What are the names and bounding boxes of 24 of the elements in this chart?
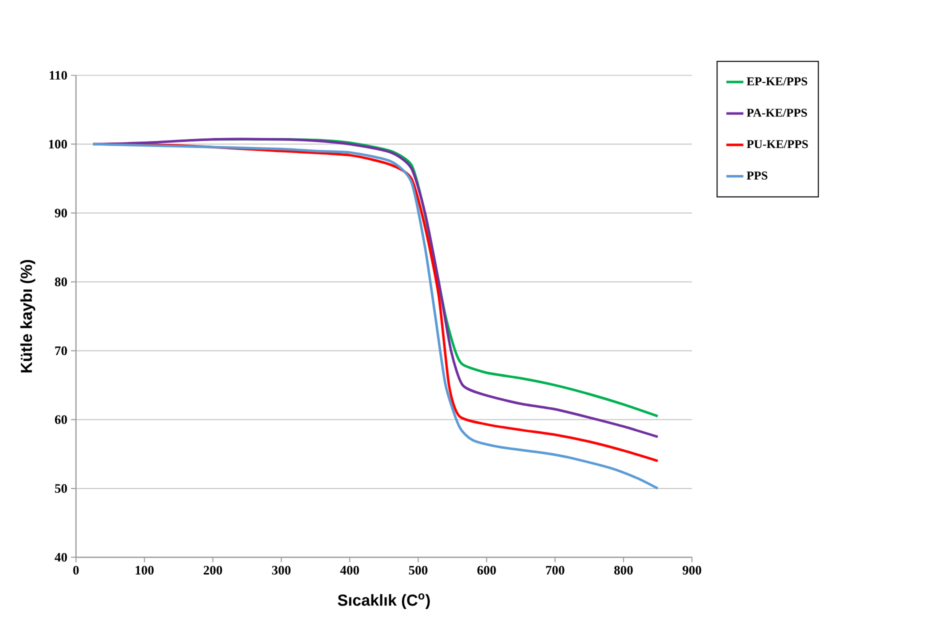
y-tick-label: 60 (54, 415, 67, 424)
legend-label: PU-KE/PPS (746, 140, 808, 148)
y-tick-label: 50 (55, 484, 67, 493)
y-tick-label: 80 (54, 278, 67, 286)
x-tick-label: 200 (204, 566, 222, 575)
legend-label: EP-KE/PPS (746, 77, 808, 86)
x-tick-label: 800 (614, 566, 633, 575)
x-tick-label: 0 (73, 566, 79, 575)
y-tick-label: 110 (50, 70, 67, 80)
x-tick-label: 400 (340, 566, 359, 575)
x-tick-label: 500 (409, 566, 428, 575)
x-tick-label: 700 (546, 566, 564, 575)
y-axis-title: Kütle kaybı (%) (20, 260, 36, 372)
y-tick-label: 90 (54, 208, 67, 218)
y-tick-label: 70 (55, 346, 67, 356)
x-tick-label: 600 (477, 566, 496, 575)
x-tick-label: 100 (136, 566, 154, 575)
legend-label: PA-KE/PPS (746, 108, 807, 117)
x-tick-label: 300 (272, 566, 291, 575)
legend-label: PPS (746, 172, 768, 180)
x-tick-label: 900 (682, 566, 702, 575)
y-tick-label: 100 (49, 140, 67, 149)
x-axis-title: Sıcaklık (C$^{o}$) (338, 593, 430, 609)
y-tick-label: 40 (54, 552, 67, 562)
